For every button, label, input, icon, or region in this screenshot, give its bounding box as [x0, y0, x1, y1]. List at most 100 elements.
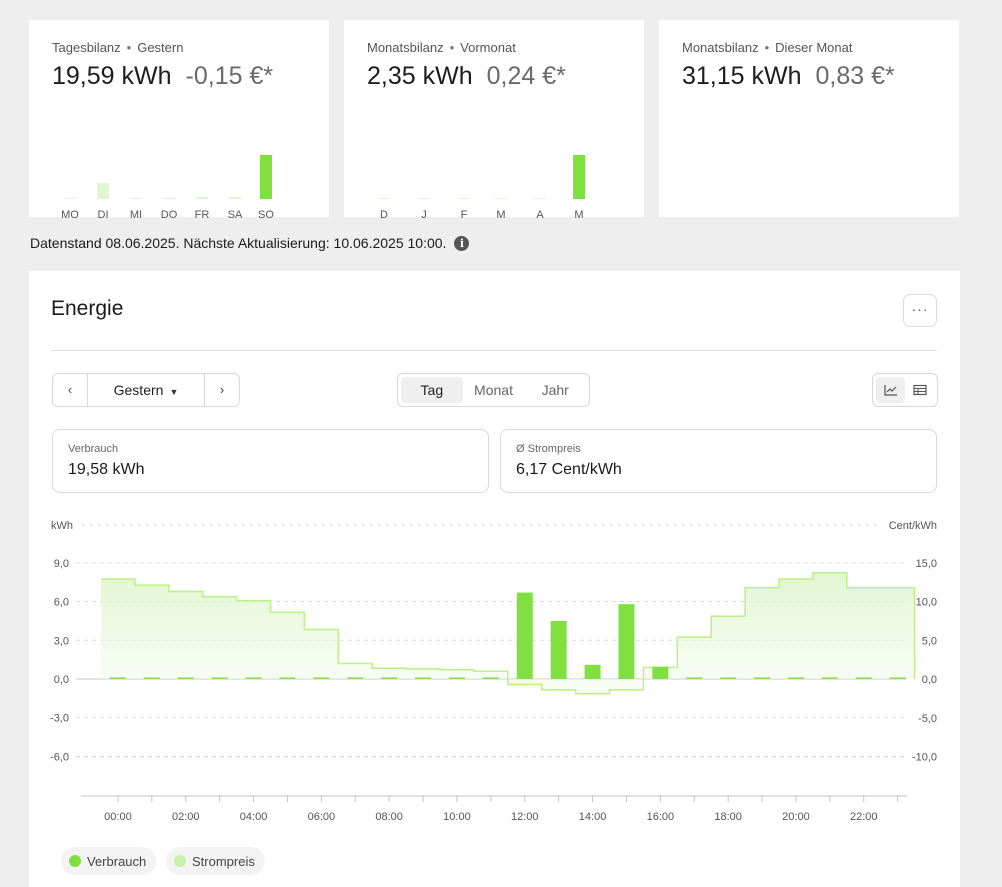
tab-year[interactable]: Jahr [541, 382, 569, 398]
y-tick-left: 6,0 [54, 597, 69, 609]
view-toggle [872, 373, 938, 407]
verbrauch-bar [516, 592, 533, 679]
verbrauch-bar [448, 677, 465, 679]
date-navigator: ‹ Gestern ▼ › [52, 373, 240, 407]
mini-bar-chart-week: MO DI MI DO FR SA SO [61, 155, 274, 220]
kpi-consumption: Verbrauch 19,58 kWh [52, 429, 489, 493]
kpi-label: Verbrauch [68, 443, 119, 455]
y-tick-right: -10,0 [912, 752, 937, 764]
summary-card-value: 19,59 kWh -0,15 €* [52, 62, 274, 90]
mini-bar-label: SO [258, 209, 274, 220]
divider [51, 350, 937, 351]
y-tick-right: 15,0 [916, 558, 937, 570]
kpi-label: Ø Strompreis [516, 443, 581, 455]
table-view-button[interactable] [905, 377, 934, 403]
mini-bar [495, 198, 507, 199]
y-tick-left: -6,0 [50, 751, 69, 763]
y-tick-right: 10,0 [916, 597, 937, 609]
data-status-text: Datenstand 08.06.2025. Nächste Aktualisi… [30, 235, 447, 251]
y-tick-right: 5,0 [922, 635, 937, 647]
x-tick-label: 06:00 [308, 811, 336, 823]
verbrauch-bar [686, 677, 703, 679]
previous-date-button[interactable]: ‹ [67, 382, 73, 397]
mini-bar-label: D [380, 209, 388, 220]
verbrauch-bar [720, 677, 737, 679]
verbrauch-bar [482, 677, 499, 679]
legend-label: Strompreis [192, 853, 255, 869]
legend-label: Verbrauch [87, 853, 147, 869]
mini-bar [130, 197, 142, 199]
energy-chart[interactable]: kWh Cent/kWh 9,0 6,0 3,0 0,0 -3,0 -6,0 15,0 10,0 5… [29, 506, 960, 836]
mini-bar [260, 155, 272, 199]
panel-title: Energie [51, 297, 124, 320]
verbrauch-bar [381, 677, 398, 679]
mini-bar [573, 155, 585, 199]
y-axis-right-label: Cent/kWh [889, 520, 937, 532]
verbrauch-bar [415, 677, 432, 679]
energy-panel: Energie ··· ‹ Gestern ▼ › Tag Monat Jahr … [29, 271, 960, 887]
summary-card-label: Tagesbilanz • Gestern [52, 40, 184, 55]
mini-bar-label: MI [130, 209, 142, 220]
y-tick-left: -3,0 [50, 713, 69, 725]
summary-card-day[interactable]: Tagesbilanz • Gestern 19,59 kWh -0,15 €* MO… [29, 20, 329, 220]
summary-card-label: Monatsbilanz • Dieser Monat [682, 40, 853, 55]
legend-swatch [69, 855, 81, 867]
next-date-button[interactable]: › [219, 382, 225, 397]
verbrauch-bar [347, 677, 364, 679]
line-chart-icon [883, 385, 897, 396]
verbrauch-bar [177, 677, 194, 679]
mini-bar-label: MO [61, 209, 79, 220]
tab-day[interactable]: Tag [401, 377, 463, 403]
summary-card-value: 31,15 kWh 0,83 €* [682, 62, 895, 90]
mini-bar-label: A [536, 209, 544, 220]
period-switch: Tag Monat Jahr [397, 373, 590, 407]
mini-bar [418, 198, 430, 199]
verbrauch-bar [313, 677, 330, 679]
mini-bar-label: J [421, 209, 427, 220]
x-tick-label: 16:00 [647, 811, 675, 823]
mini-bar [196, 196, 208, 199]
verbrauch-bar [245, 677, 262, 679]
strompreis-line [101, 572, 916, 695]
legend-item-verbrauch[interactable]: Verbrauch [61, 847, 157, 875]
legend-swatch [174, 855, 186, 867]
verbrauch-bar [143, 677, 160, 679]
mini-bar-label: FR [195, 209, 210, 220]
summary-card-last-month[interactable]: Monatsbilanz • Vormonat 2,35 kWh 0,24 €* D J… [344, 20, 644, 220]
y-tick-left: 9,0 [54, 558, 69, 570]
date-select-label: Gestern [113, 382, 164, 398]
y-tick-right: -5,0 [918, 713, 937, 725]
verbrauch-bar [821, 677, 838, 679]
date-select[interactable]: Gestern ▼ [87, 374, 205, 406]
tab-month[interactable]: Monat [474, 382, 513, 398]
x-tick-label: 08:00 [375, 811, 403, 823]
x-tick-label: 22:00 [850, 811, 878, 823]
kpi-value: 6,17 Cent/kWh [516, 461, 622, 478]
strompreis-area [101, 572, 915, 694]
y-axis-left-label: kWh [51, 520, 73, 532]
y-tick-left: 0,0 [54, 674, 69, 686]
mini-bar-label: M [496, 209, 505, 220]
legend-item-strompreis[interactable]: Strompreis [166, 847, 265, 875]
verbrauch-bar [109, 677, 126, 679]
more-options-button[interactable]: ··· [903, 294, 937, 327]
verbrauch-bar [550, 620, 567, 679]
mini-bar [163, 197, 175, 199]
mini-bar [458, 198, 470, 199]
verbrauch-bar [855, 677, 872, 679]
y-tick-right: 0,0 [922, 674, 937, 686]
info-icon[interactable]: i [454, 235, 470, 251]
mini-bar-label: M [574, 209, 583, 220]
summary-card-label: Monatsbilanz • Vormonat [367, 40, 516, 55]
summary-card-this-month[interactable]: Monatsbilanz • Dieser Monat 31,15 kWh 0,83 … [659, 20, 959, 217]
verbrauch-bar [618, 604, 635, 679]
verbrauch-bar [584, 664, 601, 679]
chevron-down-icon: ▼ [169, 387, 179, 397]
verbrauch-bar [787, 677, 804, 679]
chart-view-button[interactable] [876, 377, 905, 403]
x-tick-label: 02:00 [172, 811, 200, 823]
mini-bar-label: DI [98, 209, 109, 220]
mini-bar [229, 196, 241, 199]
mini-bar-label: DO [161, 209, 178, 220]
x-tick-label: 14:00 [579, 811, 607, 823]
